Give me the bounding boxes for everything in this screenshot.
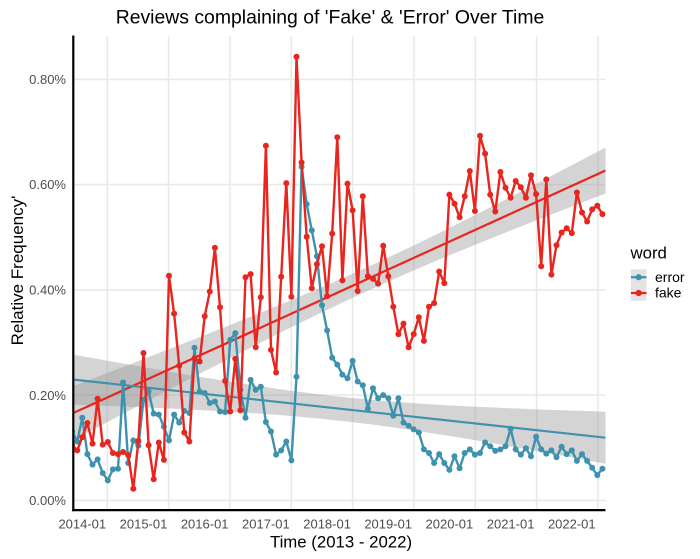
svg-text:2017-01: 2017-01	[242, 517, 290, 532]
svg-text:2020-01: 2020-01	[426, 517, 474, 532]
svg-text:2021-01: 2021-01	[487, 517, 535, 532]
svg-text:Time (2013 - 2022): Time (2013 - 2022)	[270, 533, 412, 552]
svg-text:0.80%: 0.80%	[29, 72, 66, 87]
svg-text:2018-01: 2018-01	[303, 517, 351, 532]
svg-text:Relative Frequency': Relative Frequency'	[8, 196, 27, 346]
svg-text:fake: fake	[655, 285, 682, 301]
svg-text:error: error	[655, 269, 685, 285]
svg-text:2016-01: 2016-01	[181, 517, 229, 532]
svg-text:2022-01: 2022-01	[548, 517, 596, 532]
svg-text:0.60%: 0.60%	[29, 177, 66, 192]
svg-text:0.40%: 0.40%	[29, 283, 66, 298]
svg-text:word: word	[630, 244, 667, 263]
svg-text:2019-01: 2019-01	[364, 517, 412, 532]
svg-text:0.20%: 0.20%	[29, 388, 66, 403]
svg-text:0.00%: 0.00%	[29, 493, 66, 508]
svg-text:2015-01: 2015-01	[120, 517, 168, 532]
svg-text:Reviews complaining of 'Fake': Reviews complaining of 'Fake' & 'Error' …	[116, 6, 545, 28]
svg-text:2014-01: 2014-01	[58, 517, 106, 532]
